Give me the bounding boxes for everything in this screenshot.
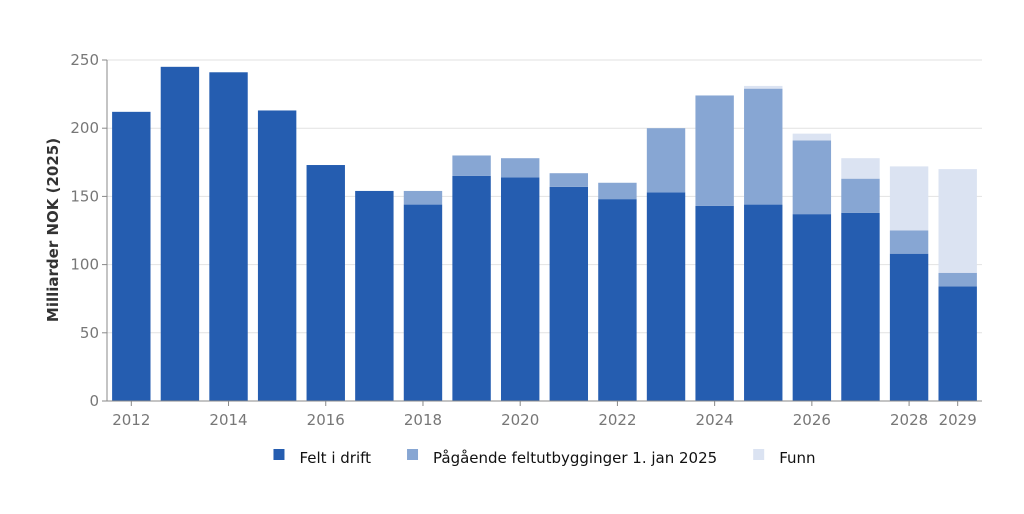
x-tick-label: 2012: [112, 411, 150, 429]
legend: Felt i drift Pågående feltutbygginger 1. …: [273, 449, 816, 467]
bar-segment: [792, 133, 832, 141]
legend-label: Felt i drift: [299, 449, 371, 467]
x-tick-labels: 2012 2014 2016 2018 2020 2022 2024 2026 2028 2029: [112, 401, 977, 429]
bar-segment: [938, 169, 977, 273]
x-tick-label: 2026: [793, 411, 831, 429]
x-tick-label: 2020: [501, 411, 539, 429]
bar-segment: [598, 199, 637, 401]
bar-segment: [744, 88, 783, 205]
bar-segment: [452, 155, 491, 176]
axes: [106, 60, 982, 402]
bar-segment: [646, 192, 686, 401]
x-tick-label: 2016: [307, 411, 345, 429]
bar-segment: [792, 214, 832, 401]
gridlines: [107, 59, 982, 334]
x-tick-label: 2028: [890, 411, 928, 429]
bar-segment: [841, 178, 880, 213]
x-tick-label: 2029: [939, 411, 977, 429]
bar-segment: [500, 158, 540, 178]
y-tick-label: 100: [70, 256, 99, 274]
bar-segment: [695, 205, 734, 401]
bar-segment: [841, 158, 880, 179]
legend-swatch: [407, 449, 419, 460]
bar-segment: [598, 182, 637, 200]
bar-segment: [889, 253, 929, 401]
legend-label: Funn: [779, 449, 815, 467]
bar-segment: [160, 66, 200, 401]
bar-segment: [403, 190, 443, 205]
bar-segment: [646, 128, 686, 193]
y-tick-label: 50: [80, 324, 99, 342]
bar-segment: [355, 190, 394, 401]
legend-swatch: [273, 449, 285, 460]
bar-segment: [500, 177, 540, 401]
y-tick-label: 250: [70, 51, 99, 69]
x-tick-label: 2014: [209, 411, 247, 429]
bar-segment: [744, 85, 783, 89]
bar-segment: [938, 286, 977, 401]
bar-segment: [792, 140, 832, 215]
y-tick-label: 0: [89, 392, 99, 410]
bar-segment: [695, 95, 734, 206]
legend-label: Pågående feltutbygginger 1. jan 2025: [433, 449, 717, 467]
bar-segment: [306, 165, 345, 401]
bar-segment: [841, 212, 880, 401]
legend-item: Felt i drift: [273, 449, 371, 467]
bar-segment: [744, 204, 783, 401]
x-tick-label: 2018: [404, 411, 442, 429]
bar-segment: [403, 204, 443, 401]
bar-segment: [889, 166, 929, 231]
bar-segment: [257, 110, 297, 401]
bar-segment: [452, 175, 491, 401]
y-tick-label: 150: [70, 187, 99, 205]
bar-segment: [209, 72, 248, 401]
bars: [112, 66, 977, 401]
bar-segment: [112, 111, 151, 401]
legend-item: Funn: [753, 449, 816, 467]
y-tick-label: 200: [70, 119, 99, 137]
x-tick-label: 2024: [696, 411, 734, 429]
y-tick-labels: 0 50 100 150 200 250: [70, 51, 107, 410]
x-tick-label: 2022: [598, 411, 636, 429]
bar-segment: [549, 173, 589, 187]
bar-segment: [938, 272, 977, 287]
legend-item: Pågående feltutbygginger 1. jan 2025: [407, 449, 717, 467]
legend-swatch: [753, 449, 765, 460]
bar-segment: [889, 230, 929, 254]
bar-segment: [549, 186, 589, 401]
y-axis-title: Milliarder NOK (2025): [44, 138, 62, 322]
